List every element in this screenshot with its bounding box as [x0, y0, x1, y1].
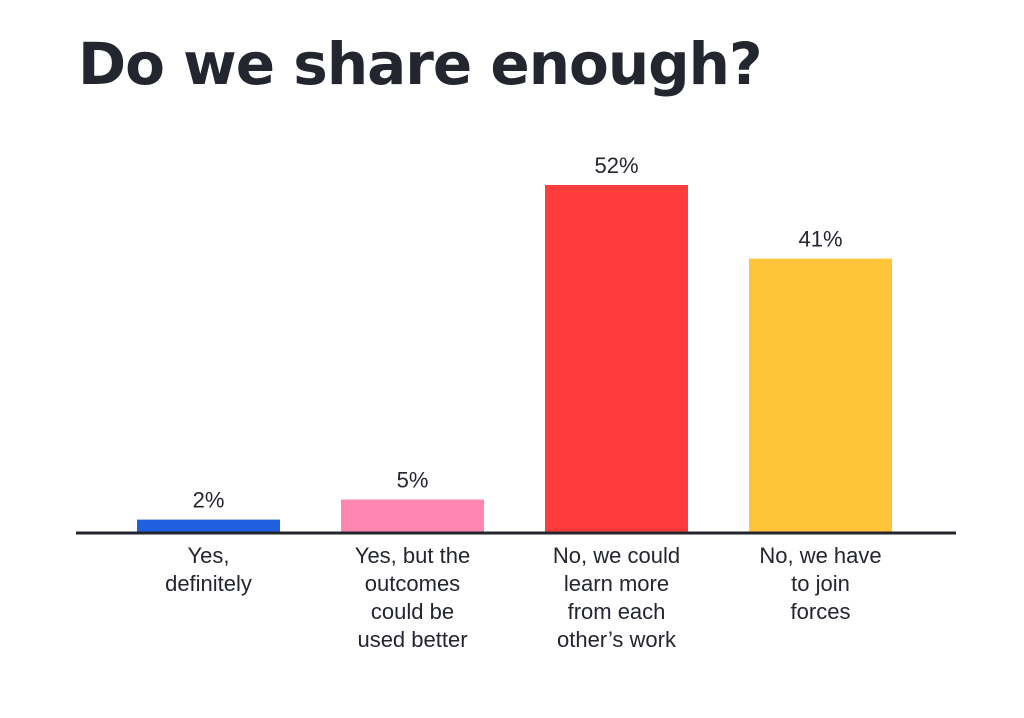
category-label-line: could be: [371, 599, 454, 624]
bar-2: [341, 499, 484, 533]
category-label-line: other’s work: [557, 627, 677, 652]
category-label-line: used better: [357, 627, 467, 652]
bar-1: [137, 519, 280, 533]
category-label-line: to join: [791, 571, 850, 596]
category-label-line: definitely: [165, 571, 252, 596]
category-label-line: No, we could: [553, 543, 680, 568]
category-label-3: No, we could learn more from each other’s w…: [553, 543, 680, 652]
category-label-line: Yes, but the: [355, 543, 470, 568]
category-label-line: outcomes: [365, 571, 460, 596]
value-label-4: 41%: [798, 227, 842, 252]
category-label-line: learn more: [564, 571, 669, 596]
bar-4: [749, 258, 892, 533]
category-label-line: forces: [791, 599, 851, 624]
category-label-line: Yes,: [187, 543, 229, 568]
category-label-4: No, we have to join forces: [759, 543, 881, 624]
category-label-line: from each: [568, 599, 666, 624]
value-label-1: 2%: [193, 488, 225, 513]
category-label-2: Yes, but the outcomes could be used better: [355, 543, 470, 652]
chart-title: Do we share enough?: [78, 30, 763, 98]
value-label-3: 52%: [594, 153, 638, 178]
labels-layer: 2% Yes, definitely 5% Yes, but the outcomes co…: [165, 153, 882, 652]
value-label-2: 5%: [397, 468, 429, 493]
category-label-1: Yes, definitely: [165, 543, 252, 596]
category-label-line: No, we have: [759, 543, 881, 568]
bars-layer: [137, 185, 892, 533]
bar-3: [545, 185, 688, 533]
